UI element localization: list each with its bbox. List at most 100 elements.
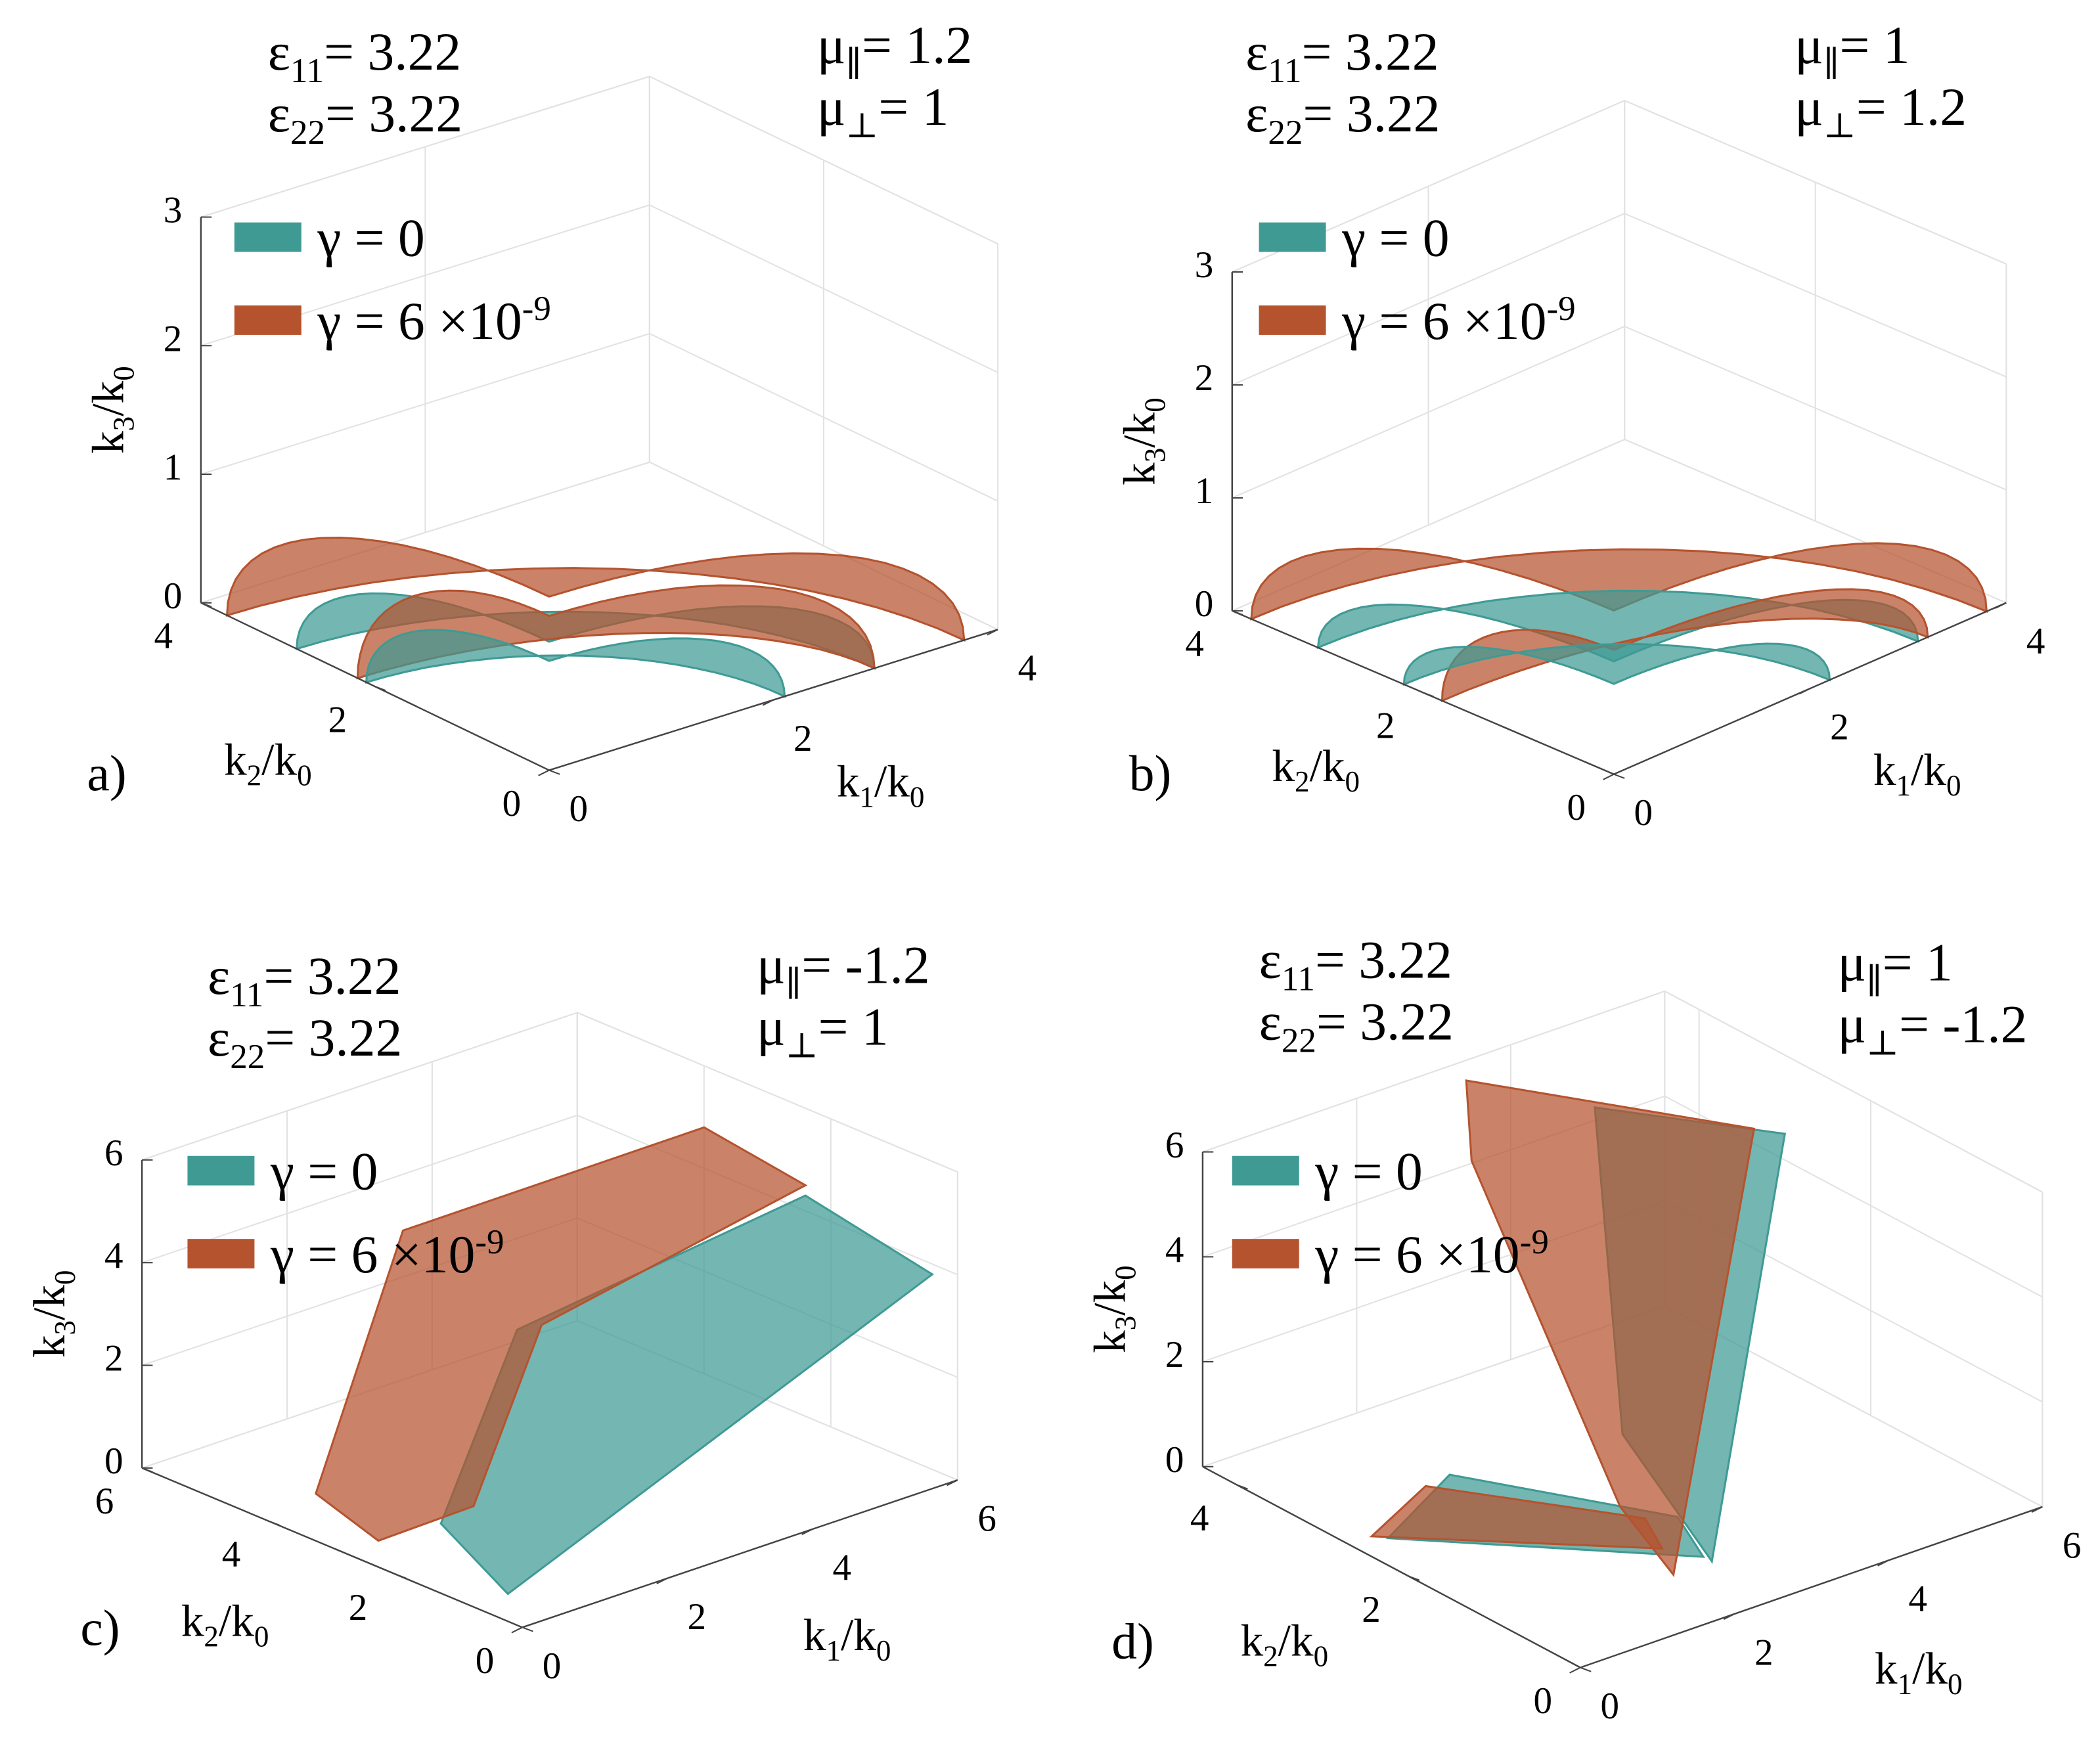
z-axis-label-part: 0: [1138, 397, 1171, 413]
parameter-part: μ: [1837, 933, 1866, 993]
parameter-part: 22: [230, 1037, 265, 1075]
x-tick-label: 0: [1634, 792, 1653, 834]
parameter-part: = 3.22: [325, 83, 462, 143]
legend-label-part: -9: [522, 290, 551, 328]
grid-line: [1624, 326, 2007, 491]
x-axis-label-part: 1: [1896, 769, 1911, 802]
parameter-part: = 1.2: [1856, 77, 1967, 137]
surface: [1441, 588, 1929, 703]
parameter-part: 22: [290, 114, 325, 152]
parameter-part: μ: [757, 935, 786, 995]
y-axis-label-part: 0: [254, 1620, 269, 1653]
legend-label-part: γ = 0: [270, 1142, 378, 1201]
parameter-part: ∥: [845, 45, 861, 83]
z-tick-label: 0: [164, 575, 183, 617]
legend-swatch: [1259, 222, 1326, 252]
y-tick-label: 0: [1534, 1680, 1553, 1722]
z-axis-label-part: k: [1084, 1330, 1135, 1353]
legend-swatch: [187, 1239, 255, 1269]
x-tick-label: 2: [1830, 707, 1849, 748]
x-axis-label-part: 0: [1946, 769, 1961, 802]
parameter-part: = 3.22: [1316, 991, 1454, 1051]
x-axis-label-part: k: [1875, 1643, 1898, 1693]
x-axis-label-part: 0: [876, 1634, 891, 1667]
z-axis-label-part: /k: [24, 1285, 74, 1320]
y-tick-label: 4: [222, 1534, 241, 1575]
z-tick-label: 4: [1165, 1230, 1184, 1271]
x-tick: [947, 1479, 958, 1487]
parameter: ε11= 3.22: [1259, 930, 1452, 998]
parameter: ε22= 3.22: [208, 1008, 402, 1076]
z-axis-label-part: k: [83, 431, 133, 454]
y-axis-label-part: 2: [1263, 1640, 1278, 1672]
z-axis-label: k3/k0: [1114, 397, 1172, 485]
x-tick-label: 2: [688, 1596, 707, 1638]
y-axis-label-part: 0: [1345, 765, 1360, 798]
legend-label-part: -9: [475, 1223, 504, 1261]
z-tick-label: 0: [1195, 583, 1214, 625]
z-axis-label-part: 3: [1138, 448, 1171, 463]
x-axis-label-part: 1: [826, 1634, 841, 1667]
y-axis-label: k2/k0: [181, 1596, 269, 1653]
legend-label: γ = 6 ×10-9: [1341, 290, 1576, 351]
x-axis-label-part: /k: [874, 755, 910, 806]
parameter-part: ⊥: [845, 106, 878, 145]
z-axis-label: k3/k0: [24, 1270, 81, 1358]
z-axis-label-part: k: [24, 1335, 74, 1358]
parameter-part: ε: [208, 1008, 230, 1067]
y-axis-label-part: k: [224, 734, 247, 785]
y-tick-label: 6: [95, 1481, 114, 1522]
grid-line: [1664, 991, 2043, 1193]
y-axis-label-part: k: [1272, 740, 1295, 791]
parameter-part: = 1: [1883, 933, 1953, 993]
legend-label-part: γ = 6 ×10: [270, 1224, 476, 1284]
y-axis-label: k2/k0: [224, 734, 312, 792]
parameter-part: μ: [1837, 994, 1866, 1054]
x-tick-label: 0: [543, 1645, 562, 1687]
parameter: μ⊥= 1.2: [1795, 77, 1967, 145]
parameter-part: 11: [1268, 52, 1301, 90]
y-axis-label-part: /k: [1310, 740, 1345, 791]
y-tick-label: 2: [328, 699, 347, 740]
y-tick-label: 4: [1190, 1498, 1209, 1539]
parameter-part: = 3.22: [1301, 22, 1439, 81]
y-tick: [522, 1626, 533, 1632]
x-tick-label: 0: [1600, 1686, 1619, 1727]
z-tick-label: 2: [1165, 1334, 1184, 1375]
x-tick: [801, 1529, 813, 1535]
z-tick-label: 6: [104, 1132, 123, 1174]
x-tick: [1995, 602, 2007, 609]
legend-swatch: [234, 222, 302, 252]
y-tick: [1613, 773, 1625, 779]
y-tick-label: 4: [154, 615, 173, 657]
y-tick: [1422, 692, 1435, 698]
legend-label-part: -9: [1546, 290, 1575, 328]
grid-line: [649, 76, 998, 245]
y-axis-label-part: k: [1240, 1615, 1263, 1665]
parameter-part: ε: [1245, 22, 1268, 81]
y-tick-label: 0: [1567, 787, 1586, 828]
parameter-part: ε: [1245, 83, 1268, 143]
x-axis: [522, 1479, 958, 1628]
grid-line: [1202, 990, 1665, 1153]
x-tick: [538, 769, 550, 776]
legend-label-part: -9: [1520, 1223, 1549, 1261]
y-axis-label-part: /k: [219, 1596, 254, 1646]
grid-line: [1624, 100, 2007, 265]
y-tick-label: 2: [349, 1587, 368, 1628]
z-axis-label-part: 0: [107, 366, 140, 381]
parameter-part: ε: [268, 83, 290, 143]
y-axis-label-part: 0: [297, 759, 312, 792]
surface: [225, 537, 966, 642]
legend-label-part: γ = 0: [1341, 208, 1450, 268]
y-axis-label-part: 2: [1295, 765, 1310, 798]
z-axis-label-part: 3: [107, 416, 140, 432]
y-tick: [374, 686, 386, 692]
parameter-part: μ: [1795, 15, 1823, 75]
y-tick: [395, 1573, 407, 1579]
grid-line: [200, 332, 650, 475]
parameter: ε22= 3.22: [268, 83, 462, 152]
parameter: ε22= 3.22: [1245, 83, 1440, 152]
grid-line: [141, 1012, 578, 1161]
